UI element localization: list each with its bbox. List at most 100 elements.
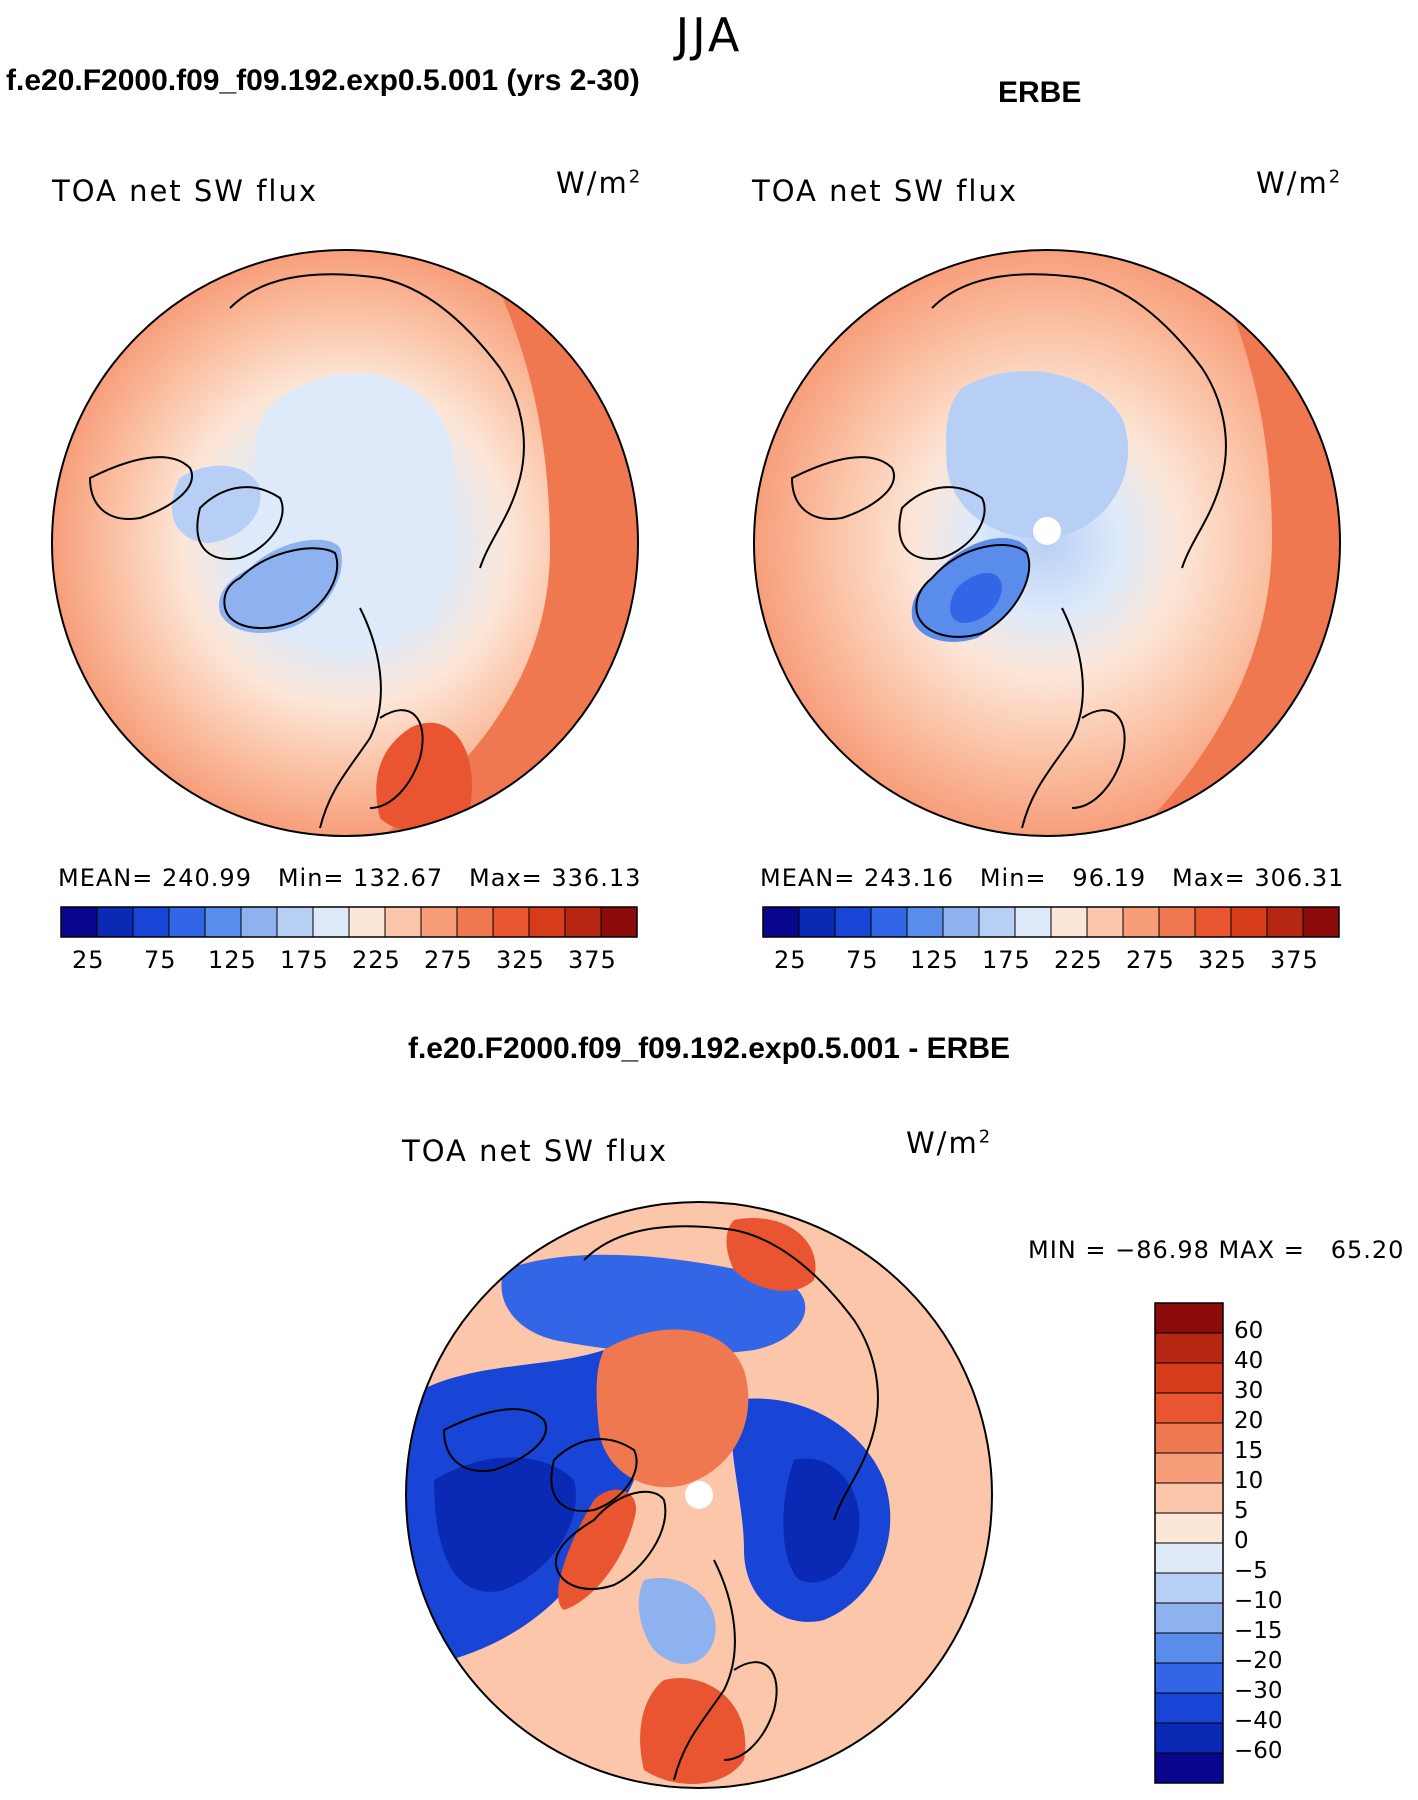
colorbar-swatch: [1154, 1392, 1224, 1424]
tick-label: 325: [1198, 946, 1247, 974]
colorbar-swatch: [1154, 1572, 1224, 1604]
diff-polar-map: [405, 1201, 993, 1789]
colorbar-swatch: [798, 906, 836, 938]
tick-label: 375: [568, 946, 617, 974]
colorbar-frame: [60, 906, 638, 938]
colorbar-swatch: [564, 906, 602, 938]
model-panel-stats: MEAN= 240.99 Min= 132.67 Max= 336.13: [58, 864, 642, 892]
colorbar-label: −30: [1234, 1678, 1283, 1704]
colorbar-swatch: [1154, 1602, 1224, 1634]
colorbar-swatch: [1086, 906, 1124, 938]
colorbar-swatch: [1154, 1422, 1224, 1454]
map-boundary: [51, 249, 639, 837]
colorbar-swatch: [276, 906, 314, 938]
colorbar-swatch: [1266, 906, 1304, 938]
colorbar-swatch: [1050, 906, 1088, 938]
colorbar-swatch: [420, 906, 458, 938]
colorbar-swatch: [1014, 906, 1052, 938]
colorbar-label: −20: [1234, 1648, 1283, 1674]
colorbar-swatch: [528, 906, 566, 938]
warm-band-east: [1132, 250, 1340, 836]
neg-core-east: [783, 1458, 860, 1583]
colorbar-swatch: [348, 906, 386, 938]
colorbar-label: 20: [1234, 1408, 1264, 1434]
colorbar-label: −10: [1234, 1588, 1283, 1614]
colorbar-swatch: [1302, 906, 1340, 938]
pos-siberia: [726, 1218, 816, 1291]
missing-data-pole: [685, 1481, 713, 1509]
tick-label: 175: [982, 946, 1031, 974]
colorbar-swatches: [60, 906, 638, 938]
colorbar-swatches: [762, 906, 1340, 938]
peak-europe: [376, 722, 472, 832]
pos-arctic: [596, 1329, 749, 1488]
colorbar-swatch: [312, 906, 350, 938]
tick-label: 125: [910, 946, 959, 974]
colorbar-swatch: [60, 906, 98, 938]
colorbar-swatch: [1154, 1722, 1224, 1754]
tick-label: 25: [72, 946, 105, 974]
colorbar-swatch: [1154, 1692, 1224, 1724]
colorbar-swatch: [456, 906, 494, 938]
tick-label: 275: [424, 946, 473, 974]
colorbar-swatch: [870, 906, 908, 938]
colorbar-swatch: [1154, 1752, 1224, 1784]
diff-colorbar-labels: 60 40 30 20 15 10 5 0 −5 −10 −15 −20 −30…: [1234, 1300, 1384, 1790]
colorbar-swatch: [1154, 1452, 1224, 1484]
obs-polar-map: [753, 249, 1341, 837]
model-panel-units: W/m2: [556, 166, 643, 200]
warm-band-east: [380, 250, 638, 836]
colorbar-swatch: [204, 906, 242, 938]
obs-panel-stats: MEAN= 243.16 Min= 96.19 Max= 306.31: [760, 864, 1345, 892]
obs-colorbar-ticks: 25 75 125 175 225 275 325 375: [762, 946, 1340, 976]
model-polar-map: [51, 249, 639, 837]
colorbar-swatch: [1154, 1302, 1224, 1334]
season-title: JJA: [675, 8, 743, 62]
colorbar-swatch: [240, 906, 278, 938]
obs-panel-header: ERBE: [998, 76, 1082, 109]
neg-core-west: [434, 1457, 576, 1592]
missing-data-pole: [1033, 517, 1061, 545]
colorbar-swatch: [942, 906, 980, 938]
obs-colorbar: [762, 906, 1340, 938]
colorbar-label: 10: [1234, 1468, 1264, 1494]
tick-label: 25: [774, 946, 807, 974]
tick-label: 75: [846, 946, 879, 974]
pos-europe: [640, 1678, 746, 1784]
colorbar-swatch: [1154, 1662, 1224, 1694]
colorbar-label: −15: [1234, 1618, 1283, 1644]
tick-label: 175: [280, 946, 329, 974]
coastlines: [442, 1225, 879, 1781]
arctic-low: [945, 371, 1129, 539]
colorbar-swatch: [1154, 1332, 1224, 1364]
diff-panel-stats: MIN = −86.98 MAX = 65.20: [1028, 1236, 1405, 1264]
tick-label: 275: [1126, 946, 1175, 974]
tick-label: 375: [1270, 946, 1319, 974]
colorbar-label: −40: [1234, 1708, 1283, 1734]
model-panel-header: f.e20.F2000.f09_f09.192.exp0.5.001 (yrs …: [6, 64, 640, 97]
colorbar-label: −5: [1234, 1558, 1268, 1584]
colorbar-swatch: [1154, 1632, 1224, 1664]
coastlines: [88, 273, 525, 829]
colorbar-swatch: [906, 906, 944, 938]
diff-panel-header: f.e20.F2000.f09_f09.192.exp0.5.001 - ERB…: [407, 1032, 1011, 1065]
colorbar-swatch: [132, 906, 170, 938]
colorbar-swatch: [96, 906, 134, 938]
colorbar-swatch: [978, 906, 1016, 938]
colorbar-swatch: [384, 906, 422, 938]
colorbar-frame: [1154, 1302, 1224, 1784]
colorbar-swatch: [168, 906, 206, 938]
diff-panel-title: TOA net SW flux: [402, 1134, 669, 1168]
coastlines: [790, 273, 1227, 829]
colorbar-swatch: [1154, 1542, 1224, 1574]
map-boundary: [753, 249, 1341, 837]
obs-panel-title: TOA net SW flux: [752, 174, 1019, 208]
neg-south: [638, 1578, 716, 1664]
model-colorbar-ticks: 25 75 125 175 225 275 325 375: [60, 946, 638, 976]
tick-label: 225: [352, 946, 401, 974]
tick-label: 225: [1054, 946, 1103, 974]
greenland-core: [950, 573, 1002, 623]
obs-panel-units: W/m2: [1256, 166, 1343, 200]
colorbar-label: 40: [1234, 1348, 1264, 1374]
tick-label: 325: [496, 946, 545, 974]
